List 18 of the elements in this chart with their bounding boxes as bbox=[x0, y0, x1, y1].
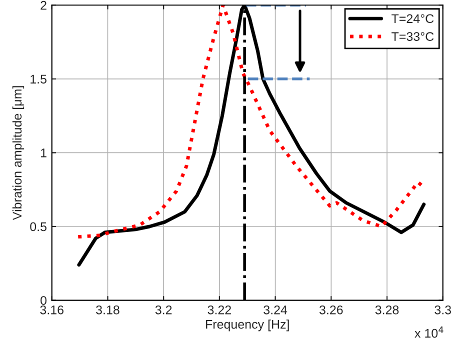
x-tick-label: 3.24 bbox=[264, 305, 288, 314]
y-tick-label: 1.5 bbox=[30, 74, 46, 84]
legend-label: T=33°C bbox=[392, 32, 434, 41]
x-tick-label: 3.16 bbox=[40, 305, 64, 314]
y-tick-label: 0.5 bbox=[30, 222, 46, 232]
x-tick-label: 3.28 bbox=[375, 305, 399, 314]
x-tick-label: 3.22 bbox=[208, 305, 231, 314]
y-tick-label: 0 bbox=[40, 296, 47, 305]
text: x 10$^{4}$ bbox=[414, 326, 444, 338]
x-axis-title: Frequency [Hz] bbox=[206, 320, 289, 332]
y-axis-title: Vibration amplitude [μm] bbox=[12, 86, 24, 220]
x-tick-label: 3.26 bbox=[319, 305, 343, 314]
legend-label: T=24°C bbox=[392, 14, 434, 24]
x-tick-label: 3.2 bbox=[155, 305, 172, 314]
x-tick-label: 3.3 bbox=[434, 305, 451, 314]
y-tick-label: 1 bbox=[41, 148, 46, 158]
y-tick-label: 2 bbox=[40, 0, 46, 10]
x-tick-label: 3.18 bbox=[96, 305, 120, 314]
